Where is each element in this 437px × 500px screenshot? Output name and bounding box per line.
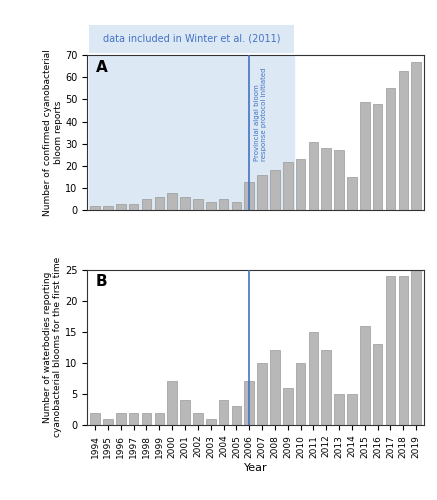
Bar [206,202,215,210]
Bar [373,104,382,210]
Bar [399,276,408,425]
Bar [155,412,164,425]
Bar [167,382,177,425]
Bar [90,412,100,425]
Bar [244,382,254,425]
Bar [309,332,318,425]
X-axis label: Year: Year [244,464,267,473]
Bar [232,202,241,210]
Bar [244,182,254,210]
Bar [399,70,408,210]
Text: Provincial algal bloom
response protocol initiated: Provincial algal bloom response protocol… [254,68,267,161]
Bar [373,344,382,425]
Bar [116,412,125,425]
Bar [142,412,151,425]
Bar [257,175,267,210]
Bar [103,206,113,210]
Bar [206,419,215,425]
Bar [257,363,267,425]
Bar [411,270,421,425]
Bar [309,142,318,210]
Text: data included in Winter et al. (2011): data included in Winter et al. (2011) [103,34,280,44]
Text: A: A [96,60,108,74]
Bar [89,55,294,210]
Bar [386,88,395,210]
Bar [116,204,125,210]
Y-axis label: Number of waterbodies reporting
cyanobacterial blooms for the first time: Number of waterbodies reporting cyanobac… [43,257,62,438]
Bar [219,200,229,210]
Bar [193,200,203,210]
Bar [219,400,229,425]
Bar [347,394,357,425]
Y-axis label: Number of confirmed cyanobacterial
bloom reports: Number of confirmed cyanobacterial bloom… [43,50,62,216]
Bar [142,200,151,210]
Bar [270,350,280,425]
Bar [129,412,139,425]
Bar [334,394,344,425]
Bar [270,170,280,210]
Bar [129,204,139,210]
Bar [322,350,331,425]
Bar [232,406,241,425]
Bar [180,197,190,210]
Bar [283,162,292,210]
Bar [167,192,177,210]
Bar [296,363,305,425]
Bar [360,102,370,210]
Bar [386,276,395,425]
Bar [322,148,331,210]
Bar [347,177,357,210]
Text: B: B [96,274,108,289]
Bar [411,62,421,210]
Bar [334,150,344,210]
Bar [296,160,305,210]
Bar [155,197,164,210]
Bar [103,419,113,425]
Bar [360,326,370,425]
Bar [180,400,190,425]
Bar [90,206,100,210]
Bar [283,388,292,425]
Bar [193,412,203,425]
